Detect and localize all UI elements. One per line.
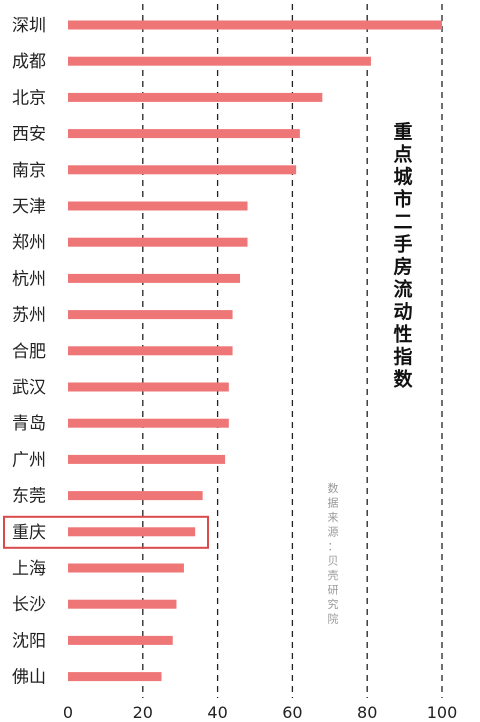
category-label: 南京 xyxy=(12,161,46,181)
category-label: 长沙 xyxy=(12,595,46,615)
category-label: 广州 xyxy=(12,450,46,470)
category-label: 武汉 xyxy=(12,378,46,398)
category-label: 成都 xyxy=(12,52,46,72)
bar-沈阳 xyxy=(68,635,173,645)
category-label: 杭州 xyxy=(12,269,46,289)
bar-广州 xyxy=(68,454,226,464)
source-char: 数 xyxy=(328,482,339,495)
category-label: 合肥 xyxy=(12,342,46,362)
bar-武汉 xyxy=(68,382,229,392)
x-tick-label: 40 xyxy=(207,703,227,722)
title-char: 动 xyxy=(393,301,412,323)
source-char: 贝 xyxy=(328,555,339,568)
category-label: 北京 xyxy=(12,88,46,108)
bar-天津 xyxy=(68,201,248,211)
bar-北京 xyxy=(68,92,323,102)
category-label: 青岛 xyxy=(12,414,46,434)
title-char: 指 xyxy=(393,346,412,368)
source-char: 源 xyxy=(328,525,339,539)
source-char: 研 xyxy=(328,584,339,597)
source-char: 壳 xyxy=(328,568,339,582)
bar-重庆 xyxy=(68,527,196,537)
title-char: 点 xyxy=(393,144,412,166)
title-char: 二 xyxy=(393,211,412,233)
source-char: 据 xyxy=(328,496,339,510)
category-label: 重庆 xyxy=(12,523,46,543)
category-label: 郑州 xyxy=(12,233,46,253)
x-tick-label: 0 xyxy=(63,703,73,722)
title-char: 性 xyxy=(393,323,412,346)
bar-南京 xyxy=(68,165,297,175)
category-label: 西安 xyxy=(12,125,46,145)
bar-上海 xyxy=(68,563,184,573)
title-char: 房 xyxy=(393,255,412,278)
category-label: 上海 xyxy=(12,559,46,579)
bar-合肥 xyxy=(68,346,233,356)
bar-东莞 xyxy=(68,491,203,501)
source-char: 究 xyxy=(328,597,339,611)
x-axis-ticks: 0 20 40 60 80 100 xyxy=(63,703,457,722)
title-char: 市 xyxy=(393,188,412,211)
category-label: 沈阳 xyxy=(12,631,46,651)
x-tick-label: 20 xyxy=(133,703,153,722)
bar-深圳 xyxy=(68,20,442,30)
category-label: 苏州 xyxy=(12,306,46,326)
bars xyxy=(68,20,442,682)
bar-杭州 xyxy=(68,273,241,283)
bar-成都 xyxy=(68,56,371,66)
category-label: 佛山 xyxy=(12,668,46,688)
bar-长沙 xyxy=(68,599,177,609)
title-char: 数 xyxy=(393,368,413,391)
bar-佛山 xyxy=(68,672,162,682)
source-char: ： xyxy=(328,540,339,553)
title-char: 流 xyxy=(393,278,412,301)
source-char: 来 xyxy=(328,511,339,524)
bar-西安 xyxy=(68,129,300,139)
bar-郑州 xyxy=(68,237,248,247)
title-char: 重 xyxy=(393,121,412,143)
source-char: 院 xyxy=(328,612,339,626)
x-tick-label: 60 xyxy=(282,703,302,722)
x-tick-label: 80 xyxy=(357,703,377,722)
x-tick-label: 100 xyxy=(427,703,458,722)
category-label: 深圳 xyxy=(12,16,46,36)
category-label: 东莞 xyxy=(12,487,46,507)
bar-青岛 xyxy=(68,418,229,428)
title-char: 城 xyxy=(393,165,412,188)
category-label: 天津 xyxy=(12,197,46,217)
highlight-box xyxy=(3,515,209,549)
title-char: 手 xyxy=(393,233,412,256)
bar-苏州 xyxy=(68,310,233,320)
